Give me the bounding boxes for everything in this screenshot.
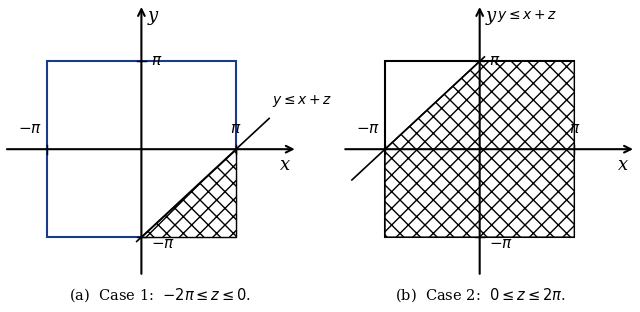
Polygon shape bbox=[385, 61, 574, 237]
Text: (a)  Case 1:  $-2\pi \leq z \leq 0$.: (a) Case 1: $-2\pi \leq z \leq 0$. bbox=[69, 286, 251, 304]
Text: $-\pi$: $-\pi$ bbox=[151, 237, 175, 251]
Text: $-\pi$: $-\pi$ bbox=[489, 237, 513, 251]
Text: $\pi$: $\pi$ bbox=[568, 122, 580, 136]
Text: $-\pi$: $-\pi$ bbox=[18, 122, 42, 136]
Text: y: y bbox=[486, 7, 496, 25]
Polygon shape bbox=[141, 149, 236, 237]
Text: x: x bbox=[280, 156, 290, 174]
Text: $\pi$: $\pi$ bbox=[489, 54, 500, 68]
Text: $y \leq x + z$: $y \leq x + z$ bbox=[272, 93, 332, 109]
Text: $-\pi$: $-\pi$ bbox=[356, 122, 380, 136]
Text: (b)  Case 2:  $0 \leq z \leq 2\pi$.: (b) Case 2: $0 \leq z \leq 2\pi$. bbox=[395, 286, 565, 304]
Text: $\pi$: $\pi$ bbox=[151, 54, 163, 68]
Text: $\pi$: $\pi$ bbox=[230, 122, 242, 136]
Text: y: y bbox=[148, 7, 158, 25]
Text: x: x bbox=[618, 156, 628, 174]
Text: $y \leq x + z$: $y \leq x + z$ bbox=[497, 7, 557, 24]
